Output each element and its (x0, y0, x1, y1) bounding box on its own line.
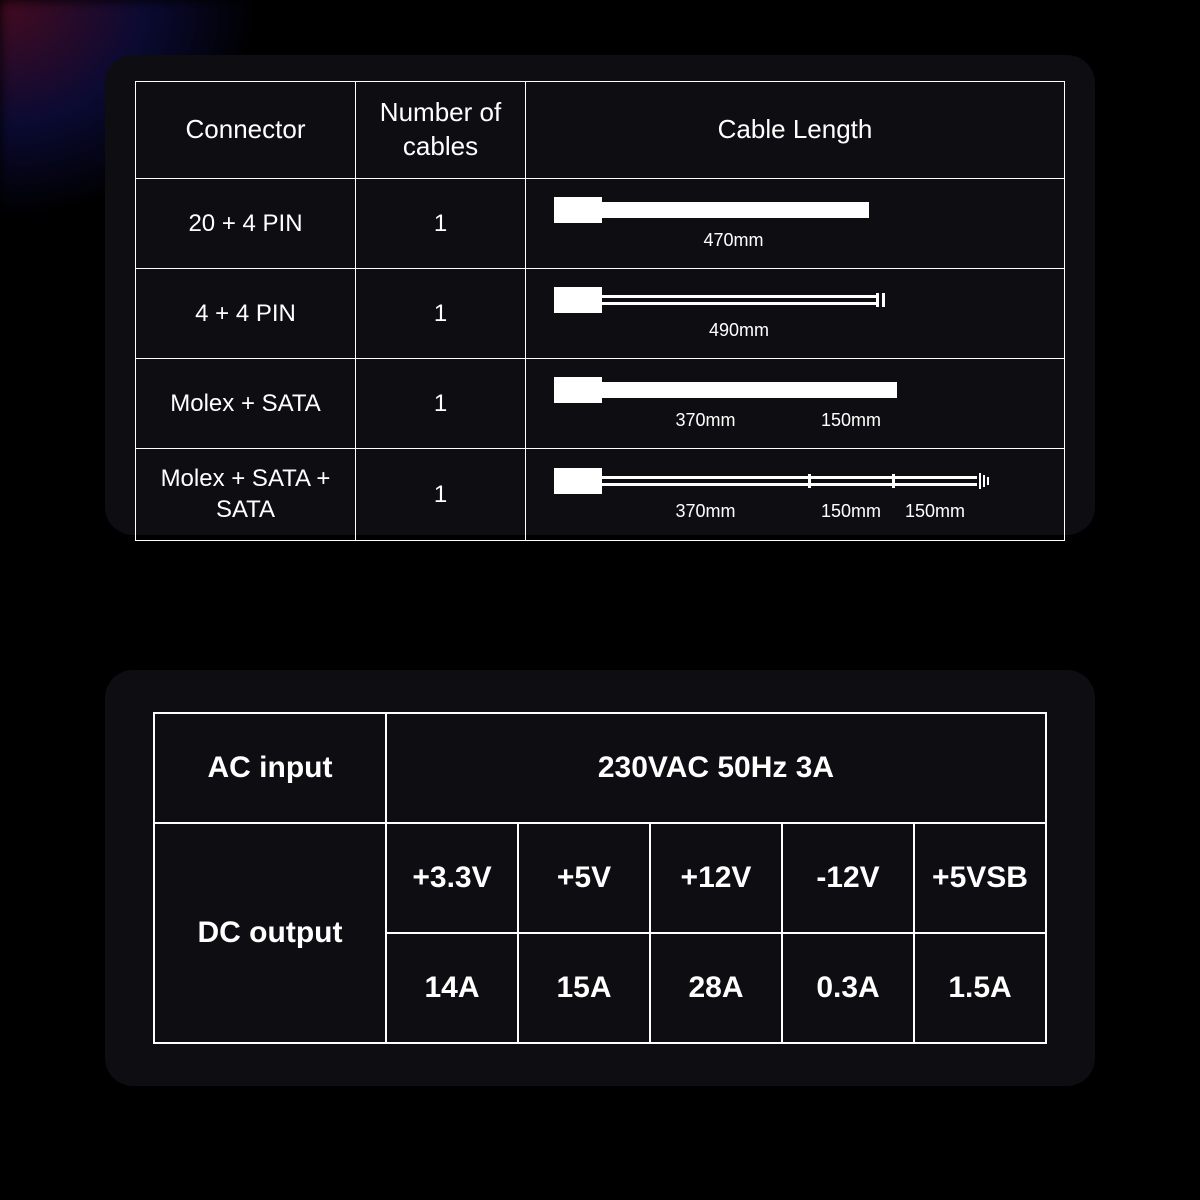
cable-length-cell: 490mm (526, 268, 1065, 358)
cable-length-cell: 470mm (526, 178, 1065, 268)
dc-current-cell: 15A (518, 933, 650, 1043)
dc-current-cell: 14A (386, 933, 518, 1043)
connector-name: Molex + SATA + SATA (136, 449, 356, 540)
cable-table-header-row: Connector Number of cables Cable Length (136, 82, 1065, 179)
cable-count: 1 (356, 358, 526, 448)
cable-diagram-icon (554, 193, 883, 227)
connector-name: 4 + 4 PIN (136, 268, 356, 358)
dc-voltage-cell: -12V (782, 823, 914, 933)
cable-count: 1 (356, 178, 526, 268)
ac-row: AC input 230VAC 50Hz 3A (154, 713, 1046, 823)
dc-current-cell: 1.5A (914, 933, 1046, 1043)
dc-current-cell: 0.3A (782, 933, 914, 1043)
cable-segment-label: 370mm (602, 500, 809, 523)
cable-segment-label: 490mm (602, 319, 876, 342)
cable-segment-label: 150mm (809, 409, 893, 432)
dc-voltage-cell: +5V (518, 823, 650, 933)
power-table: AC input 230VAC 50Hz 3A DC output +3.3V … (153, 712, 1047, 1044)
power-table-card: AC input 230VAC 50Hz 3A DC output +3.3V … (105, 670, 1095, 1086)
header-connector: Connector (136, 82, 356, 179)
cable-length-cell: 370mm150mm150mm (526, 449, 1065, 540)
dc-voltage-cell: +12V (650, 823, 782, 933)
cable-row: 4 + 4 PIN1 490mm (136, 268, 1065, 358)
connector-name: 20 + 4 PIN (136, 178, 356, 268)
cable-row: 20 + 4 PIN1 470mm (136, 178, 1065, 268)
cable-diagram-icon (554, 464, 995, 498)
cable-segment-label: 370mm (602, 409, 809, 432)
header-length: Cable Length (526, 82, 1065, 179)
cable-diagram-icon (554, 373, 911, 407)
cable-segment-label: 150mm (893, 500, 977, 523)
cable-count: 1 (356, 449, 526, 540)
cable-segment-label: 150mm (809, 500, 893, 523)
cable-diagram-icon (554, 283, 894, 317)
cable-table-card: Connector Number of cables Cable Length … (105, 55, 1095, 535)
header-count: Number of cables (356, 82, 526, 179)
dc-current-cell: 28A (650, 933, 782, 1043)
dc-voltage-row: DC output +3.3V +5V +12V -12V +5VSB (154, 823, 1046, 933)
cable-count: 1 (356, 268, 526, 358)
cable-row: Molex + SATA1370mm150mm (136, 358, 1065, 448)
ac-input-value: 230VAC 50Hz 3A (386, 713, 1046, 823)
connector-name: Molex + SATA (136, 358, 356, 448)
cable-row: Molex + SATA + SATA1370mm150mm150mm (136, 449, 1065, 540)
dc-voltage-cell: +5VSB (914, 823, 1046, 933)
ac-input-label: AC input (154, 713, 386, 823)
cable-length-cell: 370mm150mm (526, 358, 1065, 448)
cable-segment-label: 470mm (602, 229, 865, 252)
cable-table: Connector Number of cables Cable Length … (135, 81, 1065, 541)
dc-voltage-cell: +3.3V (386, 823, 518, 933)
dc-output-label: DC output (154, 823, 386, 1043)
